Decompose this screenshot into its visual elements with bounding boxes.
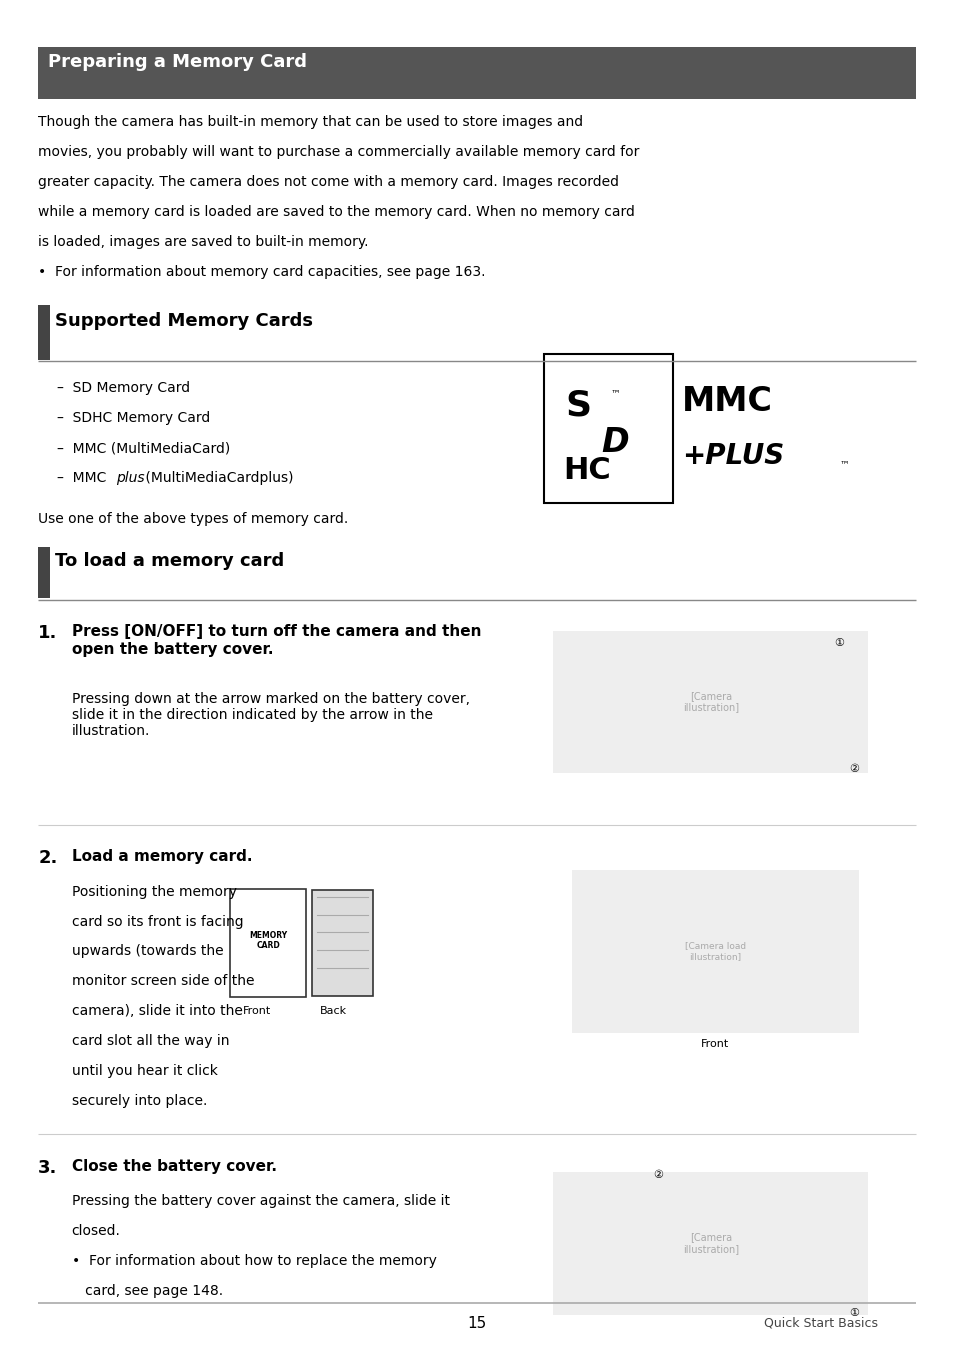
FancyBboxPatch shape — [312, 890, 373, 996]
Text: Pressing down at the arrow marked on the battery cover,
slide it in the directio: Pressing down at the arrow marked on the… — [71, 692, 469, 738]
Text: Load a memory card.: Load a memory card. — [71, 849, 252, 864]
Text: until you hear it click: until you hear it click — [71, 1064, 217, 1077]
FancyBboxPatch shape — [38, 547, 50, 598]
Text: movies, you probably will want to purchase a commercially available memory card : movies, you probably will want to purcha… — [38, 145, 639, 159]
Text: MMC: MMC — [681, 385, 772, 418]
Text: –  MMC: – MMC — [57, 471, 107, 484]
Text: ①: ① — [848, 1308, 858, 1318]
Text: card, see page 148.: card, see page 148. — [71, 1284, 222, 1297]
Text: (MultiMediaCardplus): (MultiMediaCardplus) — [141, 471, 294, 484]
Text: Press [ON/OFF] to turn off the camera and then
open the battery cover.: Press [ON/OFF] to turn off the camera an… — [71, 624, 480, 657]
Text: plus: plus — [116, 471, 145, 484]
Text: camera), slide it into the: camera), slide it into the — [71, 1004, 242, 1018]
Text: S: S — [565, 388, 591, 422]
Text: 3.: 3. — [38, 1159, 57, 1177]
Text: D: D — [600, 426, 628, 459]
Text: ™: ™ — [610, 388, 619, 398]
Text: greater capacity. The camera does not come with a memory card. Images recorded: greater capacity. The camera does not co… — [38, 175, 618, 189]
Text: MEMORY
CARD: MEMORY CARD — [249, 931, 287, 950]
Text: Front: Front — [243, 1006, 272, 1015]
FancyBboxPatch shape — [553, 1172, 867, 1315]
Text: [Camera load
illustration]: [Camera load illustration] — [684, 942, 745, 961]
Text: while a memory card is loaded are saved to the memory card. When no memory card: while a memory card is loaded are saved … — [38, 205, 635, 218]
Text: 2.: 2. — [38, 849, 57, 867]
Text: Supported Memory Cards: Supported Memory Cards — [55, 312, 313, 330]
Text: ②: ② — [653, 1170, 662, 1179]
Text: ②: ② — [848, 764, 858, 773]
Text: +PLUS: +PLUS — [681, 442, 783, 471]
Text: Close the battery cover.: Close the battery cover. — [71, 1159, 276, 1174]
Text: •  For information about memory card capacities, see page 163.: • For information about memory card capa… — [38, 265, 485, 278]
Text: monitor screen side of the: monitor screen side of the — [71, 974, 253, 988]
Text: Quick Start Basics: Quick Start Basics — [763, 1316, 877, 1330]
Text: closed.: closed. — [71, 1224, 120, 1238]
Text: ™: ™ — [839, 459, 848, 468]
Text: –  SD Memory Card: – SD Memory Card — [57, 381, 191, 395]
Text: ①: ① — [834, 638, 843, 647]
FancyBboxPatch shape — [38, 305, 50, 360]
FancyBboxPatch shape — [38, 47, 915, 99]
FancyBboxPatch shape — [543, 354, 672, 503]
Text: Pressing the battery cover against the camera, slide it: Pressing the battery cover against the c… — [71, 1194, 449, 1208]
Text: Though the camera has built-in memory that can be used to store images and: Though the camera has built-in memory th… — [38, 115, 582, 129]
Text: Use one of the above types of memory card.: Use one of the above types of memory car… — [38, 512, 348, 525]
Text: [Camera
illustration]: [Camera illustration] — [682, 1232, 738, 1254]
Text: securely into place.: securely into place. — [71, 1094, 207, 1107]
Text: Back: Back — [319, 1006, 346, 1015]
Text: card so its front is facing: card so its front is facing — [71, 915, 243, 928]
Text: •  For information about how to replace the memory: • For information about how to replace t… — [71, 1254, 436, 1267]
FancyBboxPatch shape — [553, 631, 867, 773]
Text: –  SDHC Memory Card: – SDHC Memory Card — [57, 411, 211, 425]
Text: Positioning the memory: Positioning the memory — [71, 885, 236, 898]
Text: To load a memory card: To load a memory card — [55, 552, 284, 570]
Text: –  MMC (MultiMediaCard): – MMC (MultiMediaCard) — [57, 441, 231, 455]
Text: 15: 15 — [467, 1316, 486, 1331]
Text: 1.: 1. — [38, 624, 57, 642]
FancyBboxPatch shape — [572, 870, 858, 1033]
Text: HC: HC — [562, 456, 610, 484]
Text: card slot all the way in: card slot all the way in — [71, 1034, 229, 1048]
FancyBboxPatch shape — [230, 889, 306, 997]
Text: is loaded, images are saved to built-in memory.: is loaded, images are saved to built-in … — [38, 235, 368, 248]
Text: Preparing a Memory Card: Preparing a Memory Card — [48, 53, 306, 71]
Text: Front: Front — [700, 1039, 729, 1049]
Text: upwards (towards the: upwards (towards the — [71, 944, 223, 958]
Text: [Camera
illustration]: [Camera illustration] — [682, 691, 738, 712]
